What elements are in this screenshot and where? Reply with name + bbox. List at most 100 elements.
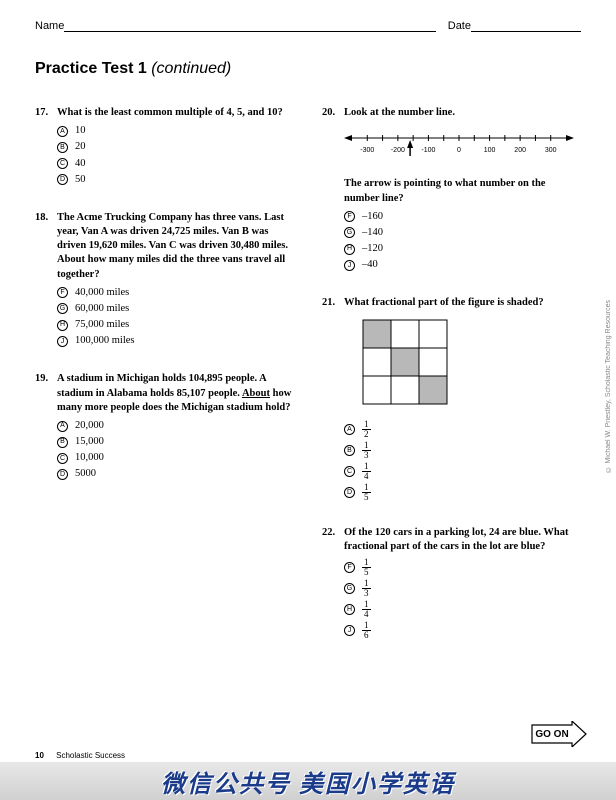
svg-text:200: 200	[514, 147, 526, 154]
q20-j-text: –40	[362, 258, 378, 272]
q21-choice-c[interactable]: C14	[344, 462, 581, 481]
bubble-f: F	[344, 562, 355, 573]
q19-text: A stadium in Michigan holds 104,895 peop…	[57, 372, 294, 415]
question-21: 21. What fractional part of the figure i…	[322, 296, 581, 501]
q18-g-text: 60,000 miles	[75, 302, 129, 316]
bubble-d: D	[344, 487, 355, 498]
q17-text: What is the least common multiple of 4, …	[57, 106, 294, 120]
question-18: 18. The Acme Trucking Company has three …	[35, 211, 294, 349]
q17-choice-c[interactable]: C 40	[57, 157, 294, 171]
q21-choice-a[interactable]: A12	[344, 420, 581, 439]
q19-choice-d[interactable]: D 5000	[57, 467, 294, 481]
page-number: 10	[35, 751, 44, 760]
svg-text:300: 300	[545, 147, 557, 154]
bubble-d: D	[57, 469, 68, 480]
q22-choice-j[interactable]: J16	[344, 621, 581, 640]
q17-b-text: 20	[75, 140, 86, 154]
bubble-g: G	[57, 303, 68, 314]
q17-choice-a[interactable]: A 10	[57, 124, 294, 138]
footer-text: Scholastic Success	[56, 751, 125, 760]
q19-a-text: 20,000	[75, 419, 104, 433]
go-on-arrow: GO ON	[530, 721, 588, 752]
q18-text: The Acme Trucking Company has three vans…	[57, 211, 294, 282]
question-17: 17. What is the least common multiple of…	[35, 106, 294, 187]
question-19: 19. A stadium in Michigan holds 104,895 …	[35, 372, 294, 481]
bubble-h: H	[344, 244, 355, 255]
q21-choice-b[interactable]: B13	[344, 441, 581, 460]
svg-text:-200: -200	[391, 147, 405, 154]
q19-b-text: 15,000	[75, 435, 104, 449]
q21-text: What fractional part of the figure is sh…	[344, 296, 581, 310]
bubble-c: C	[57, 453, 68, 464]
q17-choice-b[interactable]: B 20	[57, 140, 294, 154]
q18-number: 18.	[35, 211, 57, 282]
q17-number: 17.	[35, 106, 57, 120]
left-column: 17. What is the least common multiple of…	[35, 106, 294, 664]
q20-choice-j[interactable]: J –40	[344, 258, 581, 272]
q18-j-text: 100,000 miles	[75, 334, 135, 348]
q22-choice-f[interactable]: F15	[344, 558, 581, 577]
title-main: Practice Test 1	[35, 60, 147, 77]
q18-choice-g[interactable]: G 60,000 miles	[57, 302, 294, 316]
svg-text:100: 100	[484, 147, 496, 154]
svg-text:0: 0	[457, 147, 461, 154]
q20-f-text: –160	[362, 210, 383, 224]
bubble-b: B	[344, 445, 355, 456]
bubble-d: D	[57, 174, 68, 185]
footer: 10 Scholastic Success	[35, 751, 125, 760]
q20-text2: The arrow is pointing to what number on …	[344, 177, 581, 205]
q20-intro: Look at the number line.	[344, 106, 581, 120]
bubble-c: C	[57, 158, 68, 169]
q18-choice-j[interactable]: J 100,000 miles	[57, 334, 294, 348]
q18-choice-h[interactable]: H 75,000 miles	[57, 318, 294, 332]
bubble-j: J	[344, 260, 355, 271]
bubble-f: F	[344, 211, 355, 222]
bubble-g: G	[344, 583, 355, 594]
svg-text:-100: -100	[421, 147, 435, 154]
bubble-j: J	[344, 625, 355, 636]
q20-choice-f[interactable]: F –160	[344, 210, 581, 224]
bubble-g: G	[344, 227, 355, 238]
title-continued: (continued)	[147, 60, 232, 77]
right-column: 20. Look at the number line. -300-200-10…	[322, 106, 581, 664]
q18-h-text: 75,000 miles	[75, 318, 129, 332]
question-20: 20. Look at the number line. -300-200-10…	[322, 106, 581, 272]
number-line: -300-200-1000100200300	[344, 126, 581, 169]
q20-number: 20.	[322, 106, 344, 120]
columns: 17. What is the least common multiple of…	[35, 106, 581, 664]
bubble-b: B	[57, 437, 68, 448]
q19-choice-b[interactable]: B 15,000	[57, 435, 294, 449]
q19-choice-c[interactable]: C 10,000	[57, 451, 294, 465]
q21-choice-d[interactable]: D15	[344, 483, 581, 502]
bubble-f: F	[57, 287, 68, 298]
q20-choice-g[interactable]: G–140	[344, 226, 581, 240]
q22-text: Of the 120 cars in a parking lot, 24 are…	[344, 526, 581, 554]
header: Name Date	[35, 20, 581, 32]
q22-choice-h[interactable]: H14	[344, 600, 581, 619]
bubble-a: A	[57, 126, 68, 137]
q20-choice-h[interactable]: H–120	[344, 242, 581, 256]
question-22: 22. Of the 120 cars in a parking lot, 24…	[322, 526, 581, 640]
bubble-b: B	[57, 142, 68, 153]
name-label: Name	[35, 20, 64, 32]
q18-choice-f[interactable]: F 40,000 miles	[57, 286, 294, 300]
name-fill-line[interactable]	[64, 20, 435, 32]
q19-c-text: 10,000	[75, 451, 104, 465]
bubble-j: J	[57, 336, 68, 347]
svg-text:GO ON: GO ON	[535, 729, 568, 740]
date-label: Date	[448, 20, 471, 32]
date-fill-line[interactable]	[471, 20, 581, 32]
q17-c-text: 40	[75, 157, 86, 171]
q17-a-text: 10	[75, 124, 86, 138]
watermark: 微信公共号 美国小学英语	[0, 762, 616, 800]
q18-f-text: 40,000 miles	[75, 286, 129, 300]
page-title: Practice Test 1 (continued)	[35, 60, 581, 78]
bubble-c: C	[344, 466, 355, 477]
q17-choice-d[interactable]: D50	[57, 173, 294, 187]
q19-d-text: 5000	[75, 467, 96, 481]
bubble-h: H	[344, 604, 355, 615]
q22-choice-g[interactable]: G13	[344, 579, 581, 598]
q19-number: 19.	[35, 372, 57, 415]
q19-choice-a[interactable]: A20,000	[57, 419, 294, 433]
bubble-h: H	[57, 320, 68, 331]
